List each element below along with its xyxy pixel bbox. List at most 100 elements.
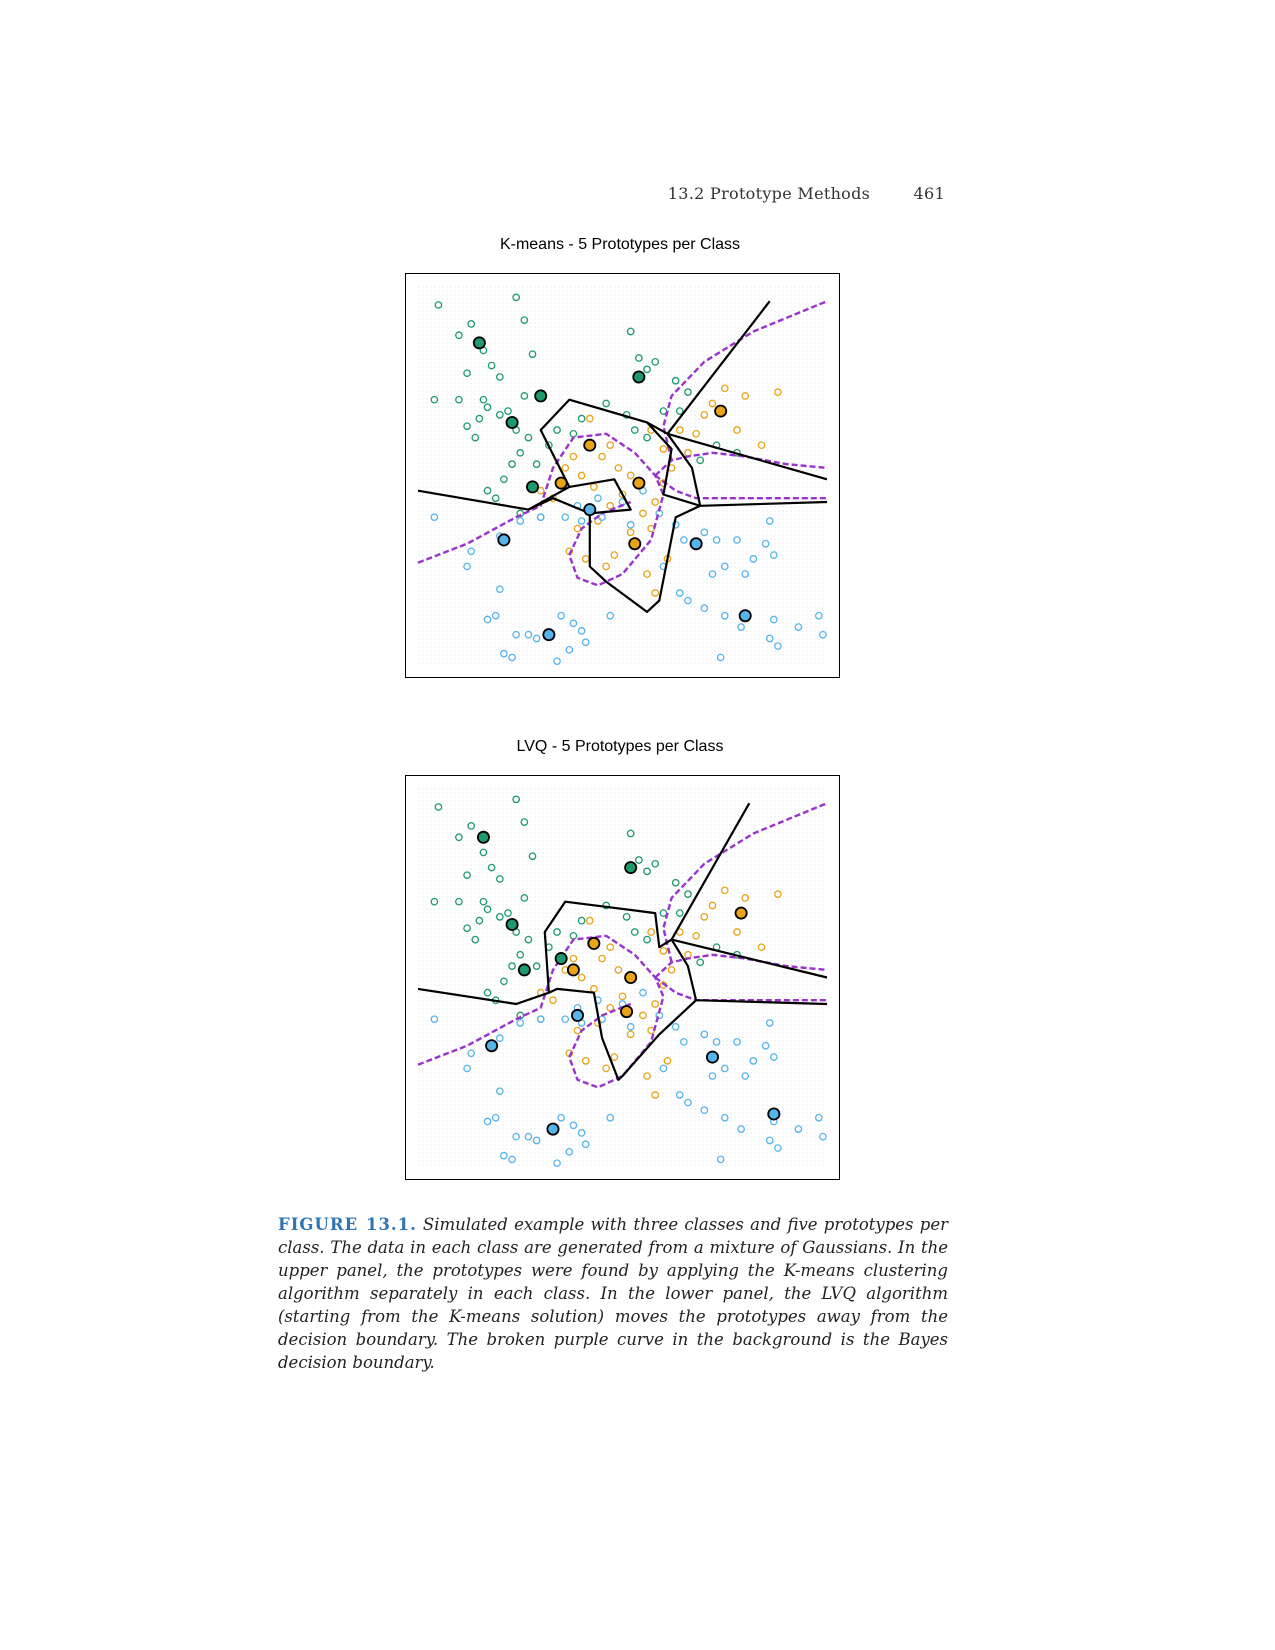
data-point-blue: [774, 642, 782, 650]
data-point-green: [643, 867, 651, 876]
data-point-green: [675, 407, 684, 415]
data-point-orange: [733, 928, 741, 936]
data-point-blue: [765, 1019, 774, 1027]
data-point-green: [475, 916, 484, 925]
data-point-orange: [675, 426, 684, 434]
data-point-green: [483, 486, 492, 495]
data-point-orange: [651, 498, 660, 506]
data-point-orange: [577, 471, 586, 480]
data-point-orange: [549, 996, 557, 1005]
data-point-blue: [512, 630, 521, 639]
data-point-blue: [467, 547, 476, 556]
data-point-green: [483, 905, 492, 914]
data-point-green: [635, 354, 643, 362]
data-point-blue: [565, 1147, 574, 1156]
data-point-orange: [639, 1011, 647, 1020]
page-number: 461: [913, 184, 945, 203]
prototype-blue: [705, 1050, 719, 1064]
data-point-blue: [769, 615, 778, 624]
prototype-green: [505, 917, 519, 931]
prototype-orange: [587, 936, 601, 950]
data-point-blue: [720, 1113, 729, 1122]
data-point-blue: [606, 611, 615, 620]
data-point-orange: [708, 901, 717, 910]
data-point-orange: [700, 411, 709, 419]
data-point-blue: [741, 570, 750, 578]
data-point-green: [430, 897, 439, 906]
data-point-blue: [516, 517, 525, 525]
data-point-blue: [532, 1136, 541, 1145]
data-point-blue: [814, 1113, 823, 1122]
data-point-orange: [692, 429, 700, 438]
data-point-blue: [536, 1015, 545, 1024]
data-point-blue: [684, 1098, 692, 1107]
data-point-orange: [610, 551, 619, 559]
data-point-green: [455, 331, 463, 340]
data-point-blue: [749, 1057, 758, 1065]
data-point-blue: [577, 1129, 586, 1137]
data-point-green: [651, 357, 660, 366]
prototype-blue: [485, 1039, 499, 1053]
data-point-blue: [581, 1140, 590, 1149]
data-point-green: [532, 460, 541, 468]
chart-lvq-svg: [417, 788, 828, 1168]
data-point-blue: [495, 585, 504, 594]
prototype-green: [517, 963, 531, 977]
data-point-blue: [500, 1151, 508, 1160]
data-point-orange: [569, 452, 578, 461]
data-point-orange: [720, 886, 729, 895]
data-point-orange: [774, 388, 782, 396]
data-point-green: [671, 878, 680, 887]
data-point-blue: [495, 1087, 504, 1096]
data-point-orange: [659, 947, 668, 955]
bayes-boundary-line: [417, 934, 665, 1089]
data-point-blue: [594, 494, 602, 503]
data-point-green: [463, 369, 471, 378]
data-point-green: [508, 460, 516, 468]
data-point-green: [467, 822, 476, 830]
data-point-blue: [463, 1064, 471, 1073]
data-point-green: [463, 871, 471, 880]
data-point-orange: [733, 426, 741, 434]
data-point-green: [430, 395, 439, 404]
data-point-orange: [569, 954, 578, 963]
data-point-blue: [749, 555, 758, 563]
decision-boundary-line: [548, 987, 697, 1081]
prototype-blue: [497, 533, 511, 547]
prototype-blue: [767, 1107, 781, 1121]
prototype-orange: [632, 476, 646, 490]
data-point-blue: [524, 1132, 533, 1141]
data-point-blue: [495, 1034, 504, 1042]
data-point-green: [602, 399, 610, 408]
data-point-green: [491, 494, 500, 503]
data-point-green: [463, 924, 471, 933]
data-point-blue: [430, 1015, 439, 1024]
prototype-green: [534, 389, 548, 403]
data-point-green: [487, 361, 496, 370]
data-point-blue: [814, 611, 823, 620]
data-point-green: [516, 950, 525, 959]
data-point-blue: [491, 1113, 500, 1122]
prototype-orange: [583, 438, 597, 452]
data-point-blue: [765, 1136, 774, 1145]
data-point-green: [528, 852, 537, 861]
data-point-green: [504, 407, 512, 415]
data-point-green: [626, 829, 635, 838]
data-point-green: [479, 848, 488, 857]
prototype-green: [505, 415, 519, 429]
data-point-green: [512, 795, 521, 804]
data-point-blue: [659, 1064, 668, 1073]
data-point-blue: [516, 1019, 525, 1027]
data-point-green: [520, 316, 529, 324]
data-point-orange: [692, 931, 700, 940]
data-point-green: [504, 909, 512, 917]
data-point-green: [520, 894, 529, 902]
data-point-blue: [712, 1038, 721, 1046]
data-point-green: [471, 433, 480, 442]
data-point-blue: [626, 1022, 635, 1031]
data-point-blue: [577, 627, 586, 635]
decision-boundary-line: [670, 802, 751, 941]
decision-boundary-line: [670, 939, 828, 1006]
data-point-blue: [741, 1072, 750, 1080]
data-point-green: [630, 426, 639, 434]
